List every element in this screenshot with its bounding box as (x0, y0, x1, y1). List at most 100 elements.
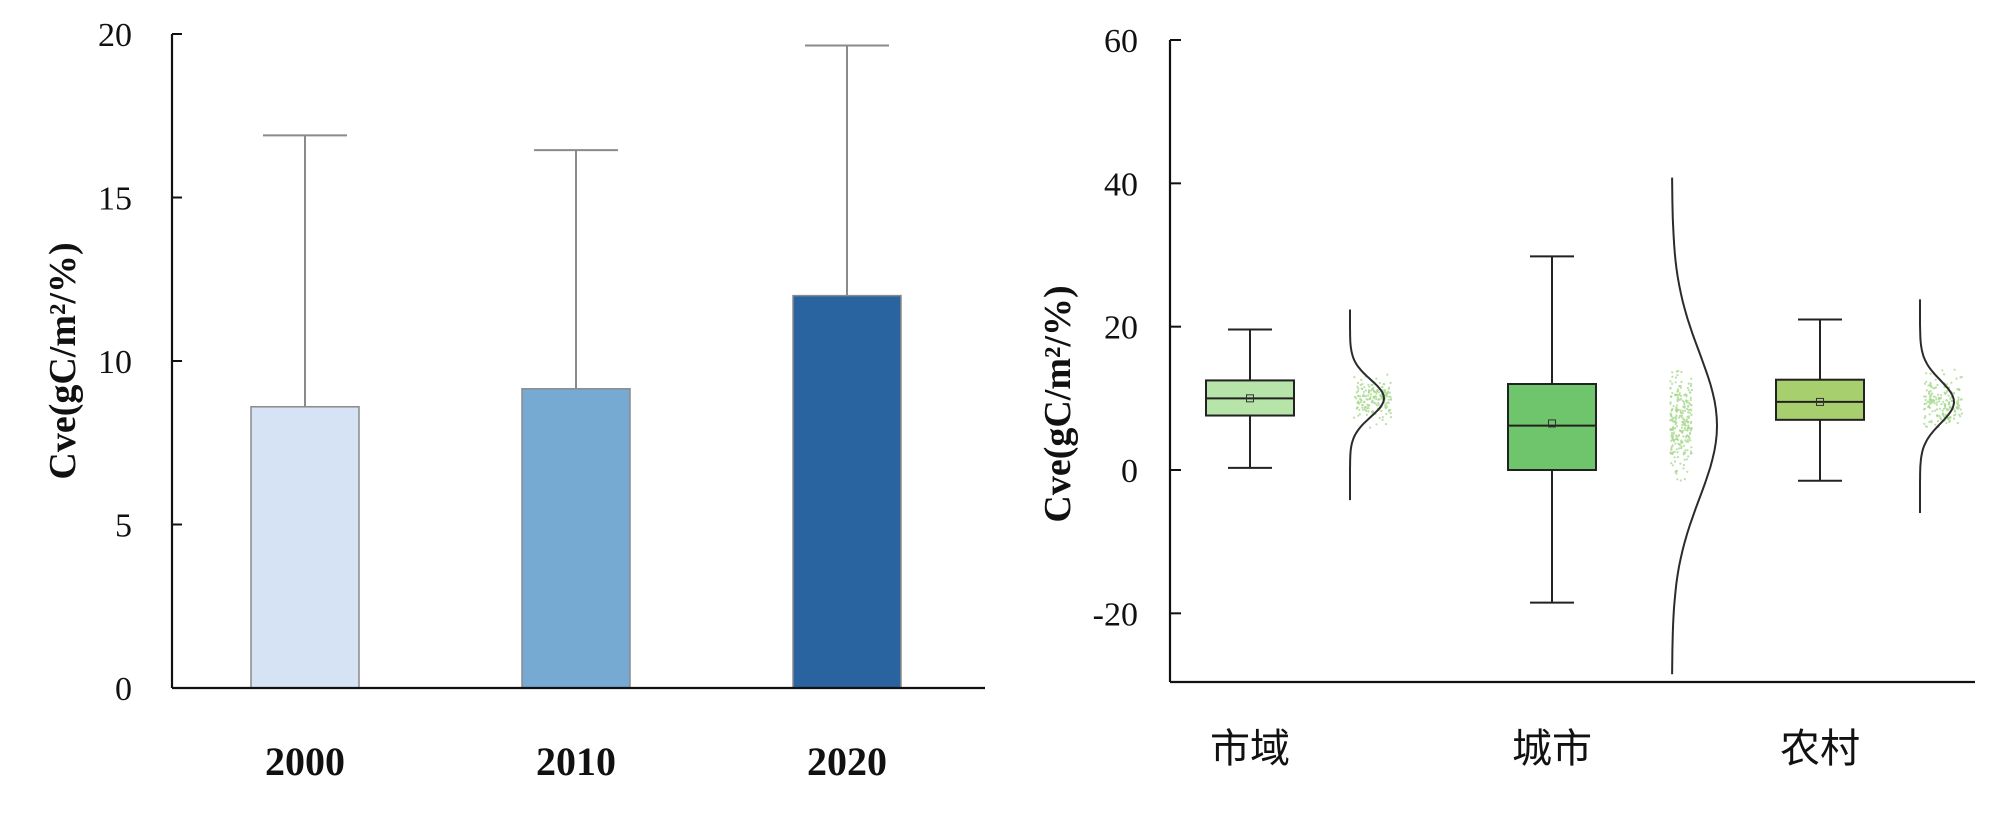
data-point (1675, 417, 1678, 420)
data-point (1957, 387, 1960, 391)
data-point (1928, 420, 1931, 424)
data-point (1381, 386, 1384, 389)
data-point (1686, 407, 1689, 411)
data-point (1385, 405, 1388, 408)
data-point (1361, 383, 1364, 386)
data-point (1375, 404, 1378, 407)
data-point (1942, 414, 1945, 417)
data-point (1682, 435, 1685, 438)
data-point (1669, 395, 1673, 398)
data-point (1686, 400, 1689, 403)
y-tick-label: 20 (1104, 310, 1138, 347)
data-point (1679, 479, 1682, 482)
data-point (1945, 383, 1948, 386)
data-point (1384, 394, 1387, 397)
data-point (1687, 416, 1690, 420)
data-point (1676, 456, 1679, 459)
data-point (1671, 371, 1674, 374)
data-point (1940, 394, 1943, 397)
data-point (1934, 396, 1937, 399)
data-point (1380, 409, 1383, 413)
data-point (1674, 393, 1677, 396)
data-point (1942, 407, 1946, 410)
y-tick-label: 20 (98, 17, 132, 54)
data-point (1680, 415, 1683, 418)
data-point (1669, 401, 1672, 404)
data-point (1930, 421, 1933, 424)
data-point (1936, 401, 1939, 404)
data-point (1685, 395, 1688, 398)
data-point (1365, 413, 1368, 416)
data-point (1926, 400, 1929, 403)
data-point (1677, 438, 1680, 441)
y-axis-label: Cve(gC/m²/%) (42, 242, 84, 479)
data-point (1943, 391, 1946, 394)
data-point (1375, 398, 1378, 401)
data-point (1687, 424, 1690, 427)
data-point (1372, 395, 1375, 398)
data-point (1681, 409, 1684, 412)
data-point (1948, 419, 1951, 422)
data-point (1675, 472, 1678, 475)
data-point (1377, 403, 1380, 406)
data-point (1352, 416, 1356, 419)
data-point (1671, 375, 1674, 378)
data-point (1377, 391, 1380, 394)
data-point (1680, 447, 1683, 450)
data-point (1942, 373, 1946, 376)
data-point (1674, 437, 1678, 440)
data-point (1377, 398, 1380, 401)
data-point (1671, 408, 1674, 411)
y-axis-label: Cve(gC/m²/%) (1037, 285, 1079, 522)
data-point (1669, 429, 1672, 432)
data-point (1957, 396, 1960, 399)
data-point (1690, 377, 1693, 380)
data-point (1389, 416, 1393, 419)
data-point (1670, 409, 1673, 412)
data-point (1687, 415, 1691, 418)
data-point (1676, 398, 1679, 401)
data-point (1682, 421, 1685, 424)
data-point (1945, 391, 1948, 394)
data-point (1673, 431, 1676, 434)
x-tick-labels: 市域 城市 农村 (1210, 726, 1860, 772)
data-point (1942, 400, 1945, 403)
data-point (1682, 463, 1685, 467)
x-tick-label: 市域 (1210, 726, 1290, 772)
data-point (1683, 422, 1687, 425)
data-point (1377, 401, 1380, 405)
data-point (1688, 411, 1692, 414)
data-point (1672, 405, 1675, 408)
data-point (1680, 426, 1683, 429)
y-ticks: 0 5 10 15 20 (98, 17, 182, 708)
data-point (1683, 401, 1686, 404)
data-point (1690, 388, 1693, 391)
data-point (1685, 440, 1688, 443)
data-point (1953, 414, 1956, 417)
data-point (1375, 392, 1378, 395)
data-point (1953, 417, 1956, 420)
data-point (1389, 395, 1392, 399)
density-curves (1349, 177, 1956, 675)
data-point (1674, 422, 1677, 426)
data-point (1675, 448, 1678, 451)
data-point (1676, 425, 1679, 428)
data-point (1687, 382, 1690, 385)
data-point (1355, 391, 1358, 394)
data-point (1683, 427, 1686, 430)
data-point (1357, 389, 1360, 392)
data-point (1680, 411, 1683, 415)
data-point (1685, 436, 1688, 439)
data-point (1383, 388, 1386, 392)
bar-chart: 0 5 10 15 20 2000 2010 2020 Cve(gC/m²/%) (42, 17, 985, 784)
data-point (1675, 404, 1679, 407)
data-point (1686, 449, 1689, 452)
data-point (1675, 370, 1678, 373)
data-point (1956, 422, 1959, 425)
density-curve (1671, 177, 1719, 675)
data-point (1388, 391, 1391, 394)
data-point (1689, 391, 1692, 394)
data-point (1938, 397, 1941, 400)
data-point (1363, 386, 1366, 389)
data-point (1953, 368, 1956, 371)
